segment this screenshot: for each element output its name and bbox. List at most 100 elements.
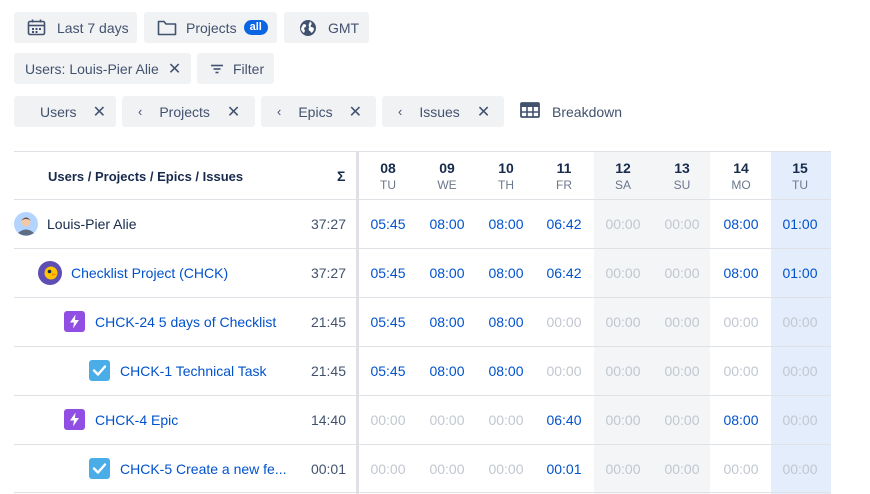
project-name[interactable]: Checklist Project (CHCK) bbox=[71, 265, 229, 281]
date-range-label: Last 7 days bbox=[57, 19, 129, 36]
folder-icon bbox=[157, 19, 177, 36]
time-cell[interactable]: 00:00 bbox=[546, 363, 582, 379]
epic-name[interactable]: CHCK-24 5 days of Checklist bbox=[95, 314, 277, 330]
time-cell[interactable]: 00:00 bbox=[605, 461, 641, 477]
row-total: 37:27 bbox=[310, 265, 346, 281]
time-cell[interactable]: 08:00 bbox=[488, 314, 524, 330]
table-row: CHCK-4 Epic 14:40 00:00 00:00 00:00 06:40 00:0… bbox=[14, 395, 831, 444]
weekend-column-bg bbox=[594, 151, 710, 494]
users-filter-chip[interactable]: Users: Louis-Pier Alie ✕ bbox=[14, 53, 191, 84]
time-cell[interactable]: 00:00 bbox=[429, 412, 465, 428]
time-cell[interactable]: 00:00 bbox=[546, 314, 582, 330]
remove-projects-breakdown-icon[interactable]: ✕ bbox=[226, 103, 241, 121]
time-cell[interactable]: 00:00 bbox=[605, 314, 641, 330]
users-filter-label: Users: Louis-Pier Alie bbox=[25, 60, 159, 77]
row-total: 37:27 bbox=[310, 216, 346, 232]
time-cell[interactable]: 00:00 bbox=[370, 461, 406, 477]
time-cell[interactable]: 00:00 bbox=[488, 412, 524, 428]
time-cell[interactable]: 00:00 bbox=[782, 363, 818, 379]
time-cell[interactable]: 06:42 bbox=[546, 265, 582, 281]
day-header: 10 TH bbox=[498, 160, 514, 192]
time-cell[interactable]: 08:00 bbox=[429, 265, 465, 281]
time-cell[interactable]: 00:00 bbox=[664, 216, 700, 232]
time-cell[interactable]: 08:00 bbox=[723, 265, 759, 281]
time-cell[interactable]: 05:45 bbox=[370, 314, 406, 330]
day-header: 11 FR bbox=[556, 160, 572, 192]
time-cell[interactable]: 00:00 bbox=[370, 412, 406, 428]
header-total: Σ bbox=[337, 168, 346, 184]
breakdown-chip-label: Projects bbox=[159, 103, 210, 120]
epic-icon bbox=[64, 409, 85, 435]
table-row: CHCK-24 5 days of Checklist 21:45 05:45 08:… bbox=[14, 297, 831, 346]
remove-users-filter-icon[interactable]: ✕ bbox=[167, 60, 182, 78]
time-cell[interactable]: 08:00 bbox=[488, 216, 524, 232]
breakdown-chip-users[interactable]: Users ✕ bbox=[14, 96, 116, 127]
day-header: 09 WE bbox=[437, 160, 457, 192]
chevron-left-icon: ‹ bbox=[138, 104, 143, 119]
filter-label: Filter bbox=[233, 60, 265, 77]
time-cell[interactable]: 08:00 bbox=[429, 363, 465, 379]
time-cell[interactable]: 00:00 bbox=[723, 314, 759, 330]
time-cell[interactable]: 00:00 bbox=[723, 363, 759, 379]
time-cell[interactable]: 00:00 bbox=[664, 363, 700, 379]
time-cell[interactable]: 00:00 bbox=[664, 314, 700, 330]
time-cell[interactable]: 08:00 bbox=[723, 216, 759, 232]
time-cell[interactable]: 05:45 bbox=[370, 265, 406, 281]
timezone-label: GMT bbox=[328, 19, 360, 36]
breakdown-chip-epics[interactable]: ‹ Epics ✕ bbox=[261, 96, 376, 127]
time-cell[interactable]: 06:42 bbox=[546, 216, 582, 232]
time-cell[interactable]: 00:00 bbox=[605, 363, 641, 379]
day-header: 13 SU bbox=[673, 160, 691, 192]
row-total: 00:01 bbox=[310, 461, 346, 477]
time-cell[interactable]: 08:00 bbox=[429, 314, 465, 330]
time-cell[interactable]: 00:00 bbox=[488, 461, 524, 477]
time-cell[interactable]: 08:00 bbox=[488, 363, 524, 379]
breakdown-chip-issues[interactable]: ‹ Issues ✕ bbox=[382, 96, 504, 127]
table-row: Louis-Pier Alie 37:27 05:45 08:00 08:00 06:42… bbox=[14, 199, 831, 248]
time-cell[interactable]: 00:00 bbox=[664, 265, 700, 281]
breakdown-button[interactable]: Breakdown bbox=[520, 96, 622, 127]
row-total: 21:45 bbox=[310, 363, 346, 379]
breakdown-chip-label: Epics bbox=[298, 103, 333, 120]
time-cell[interactable]: 05:45 bbox=[370, 363, 406, 379]
time-cell[interactable]: 00:00 bbox=[782, 412, 818, 428]
task-checkbox-icon bbox=[89, 360, 110, 386]
time-cell[interactable]: 00:00 bbox=[605, 412, 641, 428]
epic-name[interactable]: CHCK-4 Epic bbox=[95, 412, 179, 428]
time-cell[interactable]: 08:00 bbox=[723, 412, 759, 428]
chevron-left-icon: ‹ bbox=[277, 104, 282, 119]
filter-button[interactable]: Filter bbox=[197, 53, 274, 84]
column-separator bbox=[356, 151, 359, 494]
epic-icon bbox=[64, 311, 85, 337]
remove-users-breakdown-icon[interactable]: ✕ bbox=[92, 103, 106, 121]
table-header: Users / Projects / Epics / Issues Σ 08 TU… bbox=[14, 151, 831, 199]
time-cell[interactable]: 00:00 bbox=[723, 461, 759, 477]
globe-icon bbox=[299, 19, 317, 37]
time-cell[interactable]: 05:45 bbox=[370, 216, 406, 232]
time-cell[interactable]: 01:00 bbox=[782, 216, 818, 232]
time-cell[interactable]: 08:00 bbox=[429, 216, 465, 232]
time-cell[interactable]: 01:00 bbox=[782, 265, 818, 281]
time-cell[interactable]: 00:00 bbox=[605, 216, 641, 232]
time-cell[interactable]: 00:01 bbox=[546, 461, 582, 477]
breakdown-chip-label: Users bbox=[40, 103, 77, 120]
time-cell[interactable]: 00:00 bbox=[664, 412, 700, 428]
remove-epics-breakdown-icon[interactable]: ✕ bbox=[348, 103, 362, 121]
timezone-button[interactable]: GMT bbox=[284, 12, 369, 43]
task-name[interactable]: CHCK-5 Create a new fe... bbox=[120, 461, 287, 477]
task-name[interactable]: CHCK-1 Technical Task bbox=[120, 363, 267, 379]
time-cell[interactable]: 00:00 bbox=[664, 461, 700, 477]
breakdown-label: Breakdown bbox=[552, 103, 623, 120]
projects-filter-button[interactable]: Projects all bbox=[144, 12, 277, 43]
breakdown-chip-projects[interactable]: ‹ Projects ✕ bbox=[122, 96, 255, 127]
time-cell[interactable]: 00:00 bbox=[429, 461, 465, 477]
time-cell[interactable]: 08:00 bbox=[488, 265, 524, 281]
time-cell[interactable]: 00:00 bbox=[605, 265, 641, 281]
breakdown-chip-label: Issues bbox=[419, 103, 460, 120]
date-range-button[interactable]: Last 7 days bbox=[14, 12, 137, 43]
time-cell[interactable]: 06:40 bbox=[546, 412, 582, 428]
time-cell[interactable]: 00:00 bbox=[782, 314, 818, 330]
time-cell[interactable]: 00:00 bbox=[782, 461, 818, 477]
remove-issues-breakdown-icon[interactable]: ✕ bbox=[476, 103, 491, 121]
filter-lines-icon bbox=[210, 64, 224, 74]
